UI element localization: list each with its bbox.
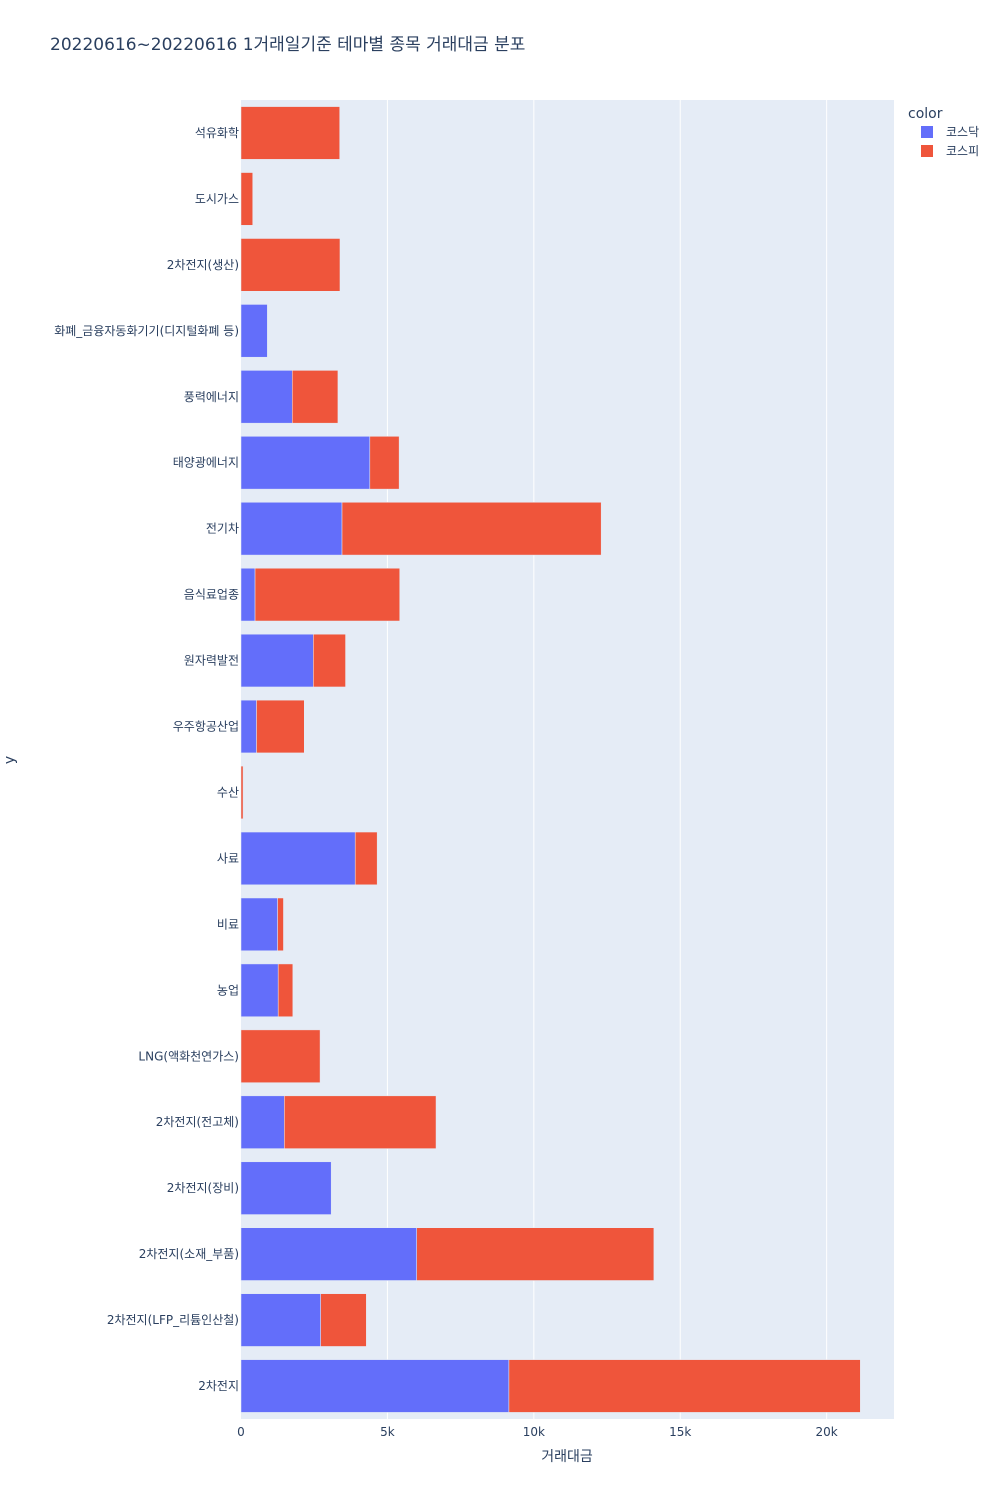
bar-segment-kospi[interactable] <box>240 765 244 820</box>
y-tick-label: 석유화학 <box>195 126 239 140</box>
bar-segment-kospi[interactable] <box>313 633 346 688</box>
bar-segment-kosdaq[interactable] <box>240 370 293 424</box>
bar-segment-kosdaq[interactable] <box>240 436 371 490</box>
bar-segment-kospi[interactable] <box>284 1095 437 1149</box>
x-tick-label: 20k <box>816 1425 838 1439</box>
bar-segment-kospi[interactable] <box>240 1029 321 1083</box>
bar-segment-kosdaq[interactable] <box>240 1293 321 1347</box>
bar-segment-kosdaq[interactable] <box>240 1161 332 1215</box>
x-tick-label: 15k <box>669 1425 691 1439</box>
bar-segment-kosdaq[interactable] <box>240 1359 510 1413</box>
y-tick-label: 2차전지 <box>198 1379 239 1393</box>
bar-segment-kospi[interactable] <box>354 831 378 886</box>
y-tick-label: 화폐_금융자동화기기(디지털화폐 등) <box>54 324 239 338</box>
y-tick-label: 2차전지(전고체) <box>156 1115 239 1129</box>
bar-segment-kospi[interactable] <box>291 370 339 424</box>
y-axis-title: y <box>2 756 18 764</box>
bar-segment-kosdaq[interactable] <box>240 633 314 688</box>
x-axis-title: 거래대금 <box>541 1449 593 1465</box>
bar-segment-kospi[interactable] <box>254 567 400 622</box>
bar-segment-kosdaq[interactable] <box>240 897 278 952</box>
bar-segment-kospi[interactable] <box>416 1227 655 1281</box>
y-tick-label: LNG(액화천연가스) <box>138 1048 239 1063</box>
chart-title: 20220616~20220616 1거래일기준 테마별 종목 거래대금 분포 <box>50 35 525 55</box>
bar-segment-kospi[interactable] <box>240 238 341 292</box>
bar-segment-kospi[interactable] <box>240 106 340 160</box>
y-tick-label: 풍력에너지 <box>184 390 239 404</box>
y-tick-label: 사료 <box>217 851 239 865</box>
legend-swatch[interactable] <box>921 126 933 138</box>
y-tick-label: 태양광에너지 <box>173 456 239 470</box>
legend-label[interactable]: 코스피 <box>946 144 979 158</box>
x-tick-label: 10k <box>523 1425 545 1439</box>
y-tick-label: 원자력발전 <box>184 654 239 668</box>
y-tick-label: 2차전지(생산) <box>167 258 239 272</box>
bar-segment-kosdaq[interactable] <box>240 963 279 1017</box>
gridlines <box>386 100 828 1419</box>
y-tick-label: 2차전지(소재_부품) <box>139 1247 239 1261</box>
bar-segment-kospi[interactable] <box>277 963 294 1017</box>
legend-swatch[interactable] <box>921 145 933 157</box>
x-tick-label: 0 <box>237 1425 245 1439</box>
bar-segment-kosdaq[interactable] <box>240 699 257 754</box>
legend-label[interactable]: 코스닥 <box>946 125 979 139</box>
bar-segment-kosdaq[interactable] <box>240 502 343 556</box>
y-tick-label: 전기차 <box>206 522 239 536</box>
x-axis-ticks: 0 5k 10k 15k 20k <box>237 1425 838 1439</box>
bars <box>240 106 861 1413</box>
y-tick-label: 2차전지(LFP_리튬인산철) <box>107 1313 239 1327</box>
bar-segment-kosdaq[interactable] <box>240 1227 417 1281</box>
bar-segment-kospi[interactable] <box>240 172 253 226</box>
y-tick-label: 농업 <box>217 983 239 997</box>
y-tick-label: 음식료업종 <box>184 588 239 602</box>
x-tick-label: 5k <box>380 1425 395 1439</box>
bar-segment-kosdaq[interactable] <box>240 831 356 886</box>
bar-segment-kosdaq[interactable] <box>240 567 256 622</box>
bar-segment-kospi[interactable] <box>341 502 602 556</box>
bar-segment-kospi[interactable] <box>508 1359 861 1413</box>
bar-segment-kospi[interactable] <box>256 699 305 754</box>
bar-segment-kosdaq[interactable] <box>240 1095 285 1149</box>
bar-segment-kospi[interactable] <box>369 436 400 490</box>
y-tick-label: 우주항공산업 <box>173 720 239 734</box>
legend-title: color <box>908 106 943 122</box>
bar-segment-kosdaq[interactable] <box>240 304 268 358</box>
y-tick-label: 비료 <box>217 917 239 931</box>
plot-area <box>241 100 894 1419</box>
y-tick-label: 수산 <box>217 785 239 799</box>
bar-segment-kospi[interactable] <box>277 897 284 952</box>
y-tick-label: 2차전지(장비) <box>167 1181 239 1195</box>
bar-segment-kospi[interactable] <box>320 1293 367 1347</box>
y-tick-label: 도시가스 <box>195 192 239 206</box>
